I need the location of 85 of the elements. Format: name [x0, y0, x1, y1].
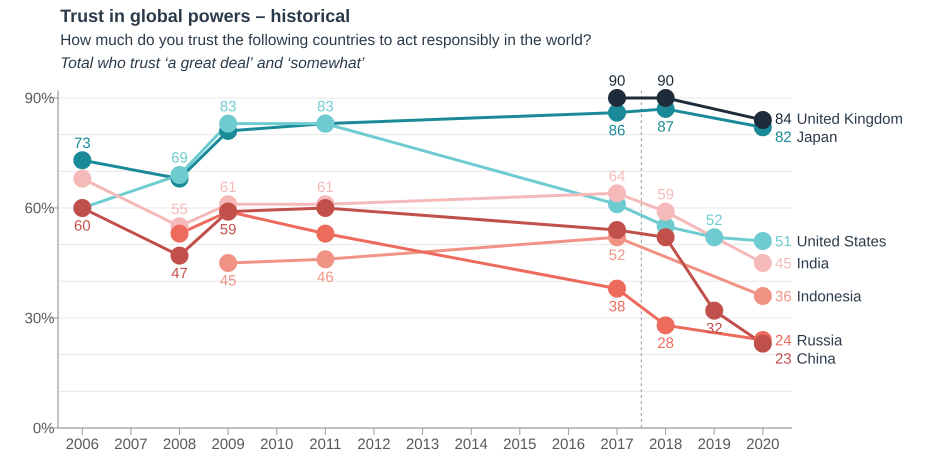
point	[219, 254, 238, 272]
x-tick-label: 2014	[455, 438, 488, 450]
point	[656, 88, 675, 107]
data-label: 61	[318, 182, 333, 192]
x-tick-label: 2011	[310, 438, 341, 450]
point	[705, 302, 724, 320]
x-tick-label: 2020	[746, 438, 779, 450]
data-label: 32	[706, 322, 722, 334]
y-tick-label: 30%	[25, 312, 54, 324]
data-label: 46	[317, 272, 334, 282]
point	[170, 246, 189, 265]
series-label: United States	[798, 235, 886, 246]
data-label: 83	[318, 100, 334, 112]
y-tick-label: 0%	[33, 422, 54, 434]
data-label: 51	[776, 236, 791, 246]
point	[754, 110, 772, 129]
data-label: 64	[609, 170, 625, 182]
point	[316, 224, 334, 243]
data-label: 73	[74, 138, 90, 148]
point	[608, 104, 626, 122]
x-tick-label: 2015	[504, 438, 536, 450]
point	[705, 228, 724, 246]
data-label: 84	[776, 113, 792, 124]
series-label: Russia	[798, 334, 842, 346]
point	[656, 202, 675, 221]
x-tick-label: 2016	[552, 438, 584, 450]
series-label: China	[797, 352, 836, 364]
point	[608, 88, 626, 107]
point	[73, 170, 92, 188]
data-label: 24	[776, 334, 792, 346]
data-label: 82	[776, 132, 791, 142]
series-label: United Kingdom	[798, 112, 902, 127]
data-label: 83	[220, 100, 236, 112]
data-label: 59	[220, 224, 236, 234]
data-label: 28	[658, 338, 674, 348]
series-label: India	[798, 257, 830, 268]
data-label: 52	[706, 214, 722, 226]
data-label: 90	[658, 75, 674, 86]
x-tick-label: 2017	[601, 438, 633, 450]
data-label: 45	[220, 275, 236, 286]
point	[608, 280, 626, 298]
data-label: 47	[172, 268, 188, 278]
series-label: Japan	[796, 132, 836, 146]
data-label: 36	[776, 290, 792, 302]
data-label: 38	[609, 300, 625, 312]
point	[170, 224, 189, 243]
data-label: 61	[220, 182, 236, 192]
point	[754, 334, 772, 353]
point	[754, 286, 772, 305]
point	[754, 254, 772, 272]
data-label: 45	[775, 258, 792, 268]
point	[316, 250, 334, 268]
data-label: 87	[658, 121, 674, 132]
x-tick-label: 2012	[358, 438, 390, 450]
x-tick-label: 2019	[698, 438, 730, 450]
data-label: 69	[172, 152, 188, 163]
data-label: 86	[609, 124, 625, 136]
x-tick-label: 2013	[406, 438, 439, 450]
y-tick-label: 90%	[25, 92, 54, 104]
point	[608, 220, 626, 239]
x-tick-label: 2010	[260, 438, 293, 450]
point	[170, 166, 189, 184]
data-label: 23	[776, 353, 792, 364]
x-tick-label: 2007	[115, 438, 147, 450]
data-label: 52	[609, 249, 625, 260]
chart-subtitle: How much do you trust the following countries to act responsibly in the world?	[61, 34, 591, 48]
point	[656, 316, 675, 334]
data-label: 55	[172, 204, 188, 214]
point	[608, 184, 626, 202]
data-label: 59	[658, 188, 674, 200]
point	[656, 228, 675, 246]
data-label: 90	[609, 75, 625, 86]
text: Total who trust ‘a great deal’ and ‘somewhat’	[62, 56, 365, 72]
x-tick-label: 2006	[66, 438, 98, 450]
point	[754, 232, 772, 250]
data-label: 60	[74, 220, 90, 231]
point	[219, 114, 238, 133]
y-tick-label: 60%	[25, 202, 54, 214]
x-tick-label: 2008	[164, 438, 196, 450]
point	[316, 198, 334, 217]
chart-title: Trust in global powers – historical	[60, 8, 349, 26]
point	[73, 151, 92, 170]
x-tick-label: 2018	[650, 438, 682, 450]
series-label: Indonesia	[798, 290, 862, 302]
x-tick-label: 2009	[212, 438, 244, 450]
